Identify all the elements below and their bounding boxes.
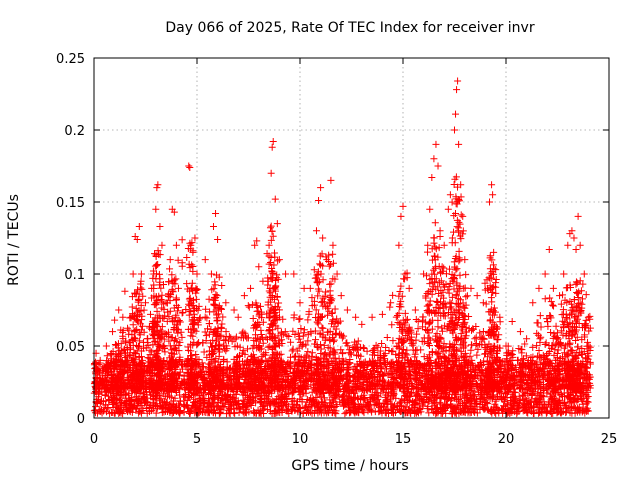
data-point [204, 364, 212, 372]
data-point [152, 409, 160, 417]
data-point [479, 404, 487, 412]
data-points [90, 77, 594, 418]
